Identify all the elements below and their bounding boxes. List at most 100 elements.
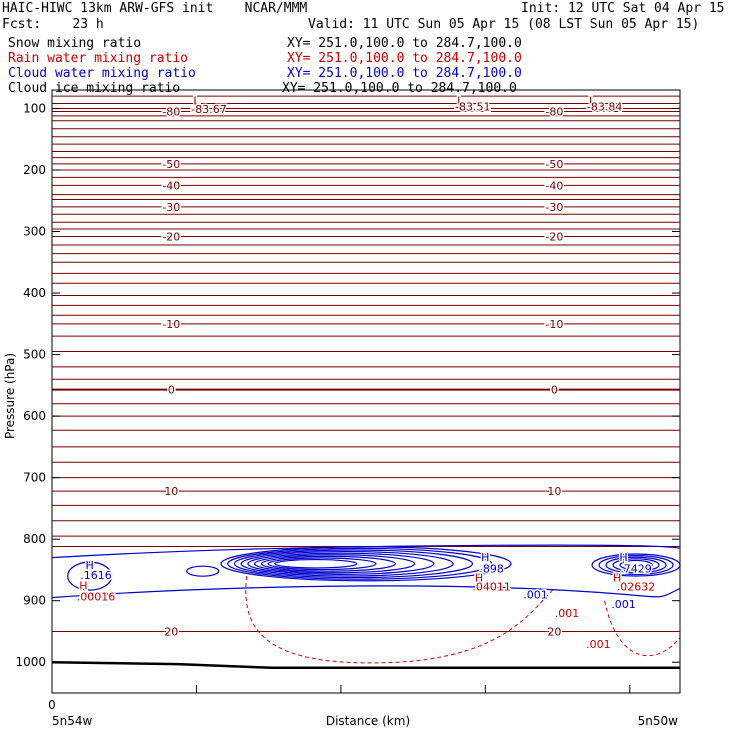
isotherm-label: 20 <box>547 625 561 638</box>
cloud-water-contour <box>260 555 396 572</box>
isotherm-line <box>51 476 681 479</box>
field-rain-name: Rain water mixing ratio <box>8 51 189 66</box>
cloud-water-contour <box>240 550 454 577</box>
isotherm-line <box>51 235 681 238</box>
extremum-label: H <box>79 579 87 592</box>
y-tick-label: 800 <box>23 532 46 546</box>
y-tick-label: 1000 <box>15 655 46 669</box>
terrain-line <box>51 660 680 670</box>
isotherm-line <box>51 304 681 307</box>
isotherm-label: -30 <box>162 201 180 214</box>
extremum-label: L <box>457 94 464 107</box>
y-tick-label: 100 <box>23 101 46 115</box>
isotherm-line <box>51 110 681 113</box>
isotherm-line <box>51 461 681 464</box>
field-ice-xy: XY= 251.0,100.0 to 284.7,100.0 <box>282 81 517 96</box>
isotherm-line <box>51 213 681 216</box>
temperature-contours <box>51 95 681 633</box>
isotherm-line <box>51 378 681 381</box>
extremum-label: .02632 <box>617 581 656 594</box>
isotherm-label: -40 <box>545 179 563 192</box>
cloud-water-contour <box>598 555 674 576</box>
extremum-label: H <box>619 551 627 564</box>
extremum-label: .001 <box>555 607 580 620</box>
isotherm-line <box>51 119 681 122</box>
contour-labels: -80 -80 -50 -50 -40 -40 -30 -30 -20 -20 -10 -10 0 0 10… <box>75 93 657 652</box>
y-tick-label: 700 <box>23 471 46 485</box>
cloud-water-contour <box>612 558 660 572</box>
isotherm-line <box>51 429 681 432</box>
extremum-label: H <box>86 559 94 572</box>
cloud-water-contour <box>605 556 667 574</box>
extremum-label: .001 <box>611 598 636 611</box>
isotherm-label: -20 <box>162 230 180 243</box>
terrain-line <box>51 660 680 670</box>
isotherm-label: -40 <box>162 179 180 192</box>
isotherm-line <box>51 504 681 507</box>
isotherm-line <box>51 322 681 325</box>
isotherm-line <box>51 193 681 196</box>
isotherm-line <box>51 205 681 208</box>
field-cloudwater-xy: XY= 251.0,100.0 to 284.7,100.0 <box>287 66 522 81</box>
extremum-label: L <box>589 94 596 107</box>
isotherm-line <box>51 102 681 105</box>
extremum-label: H <box>475 571 483 584</box>
y-tick-label: 500 <box>23 348 46 362</box>
isotherm-label: -80 <box>545 106 563 119</box>
cloud-water-outer <box>51 544 681 559</box>
isotherm-line <box>51 150 681 153</box>
cloud-water-contour <box>227 547 493 580</box>
isotherm-line <box>51 365 681 368</box>
isotherm-label: -10 <box>162 318 180 331</box>
field-ice-name: Cloud ice mixing ratio <box>8 81 181 96</box>
extremum-label: H <box>613 571 621 584</box>
extremum-label: .001 <box>523 589 548 602</box>
x-tick-label: 0 <box>48 698 56 712</box>
isotherm-line <box>51 388 681 392</box>
isotherm-label: 10 <box>547 485 561 498</box>
extremum-label: .04011 <box>472 581 511 594</box>
chart-title: HAIC-HIWC 13km ARW-GFS init NCAR/MMM <box>2 1 308 16</box>
isotherm-label: 10 <box>164 485 178 498</box>
field-snow-xy: XY= 251.0,100.0 to 284.7,100.0 <box>287 36 522 51</box>
isotherm-line <box>51 107 681 110</box>
y-tick-label: 200 <box>23 163 46 177</box>
extremum-label: -83.84 <box>587 101 622 114</box>
rain-contour <box>604 600 681 657</box>
isotherm-line <box>51 198 681 201</box>
isotherm-line <box>51 335 681 338</box>
cloud-water-contour <box>186 565 220 577</box>
cloud-water-contour <box>254 554 416 574</box>
extremum-label: .1616 <box>80 569 112 582</box>
isotherm-label: -10 <box>545 318 563 331</box>
isotherm-line <box>51 127 681 130</box>
forecast-hour: Fcst: 23 h <box>2 17 104 32</box>
cloud-water-contour <box>619 559 653 571</box>
extremum-label: .898 <box>479 563 504 576</box>
isotherm-line <box>51 272 681 275</box>
isotherm-line <box>51 402 681 405</box>
isotherm-line <box>51 252 681 255</box>
isotherm-line <box>51 114 681 117</box>
isotherm-line <box>51 176 681 179</box>
rain-contour <box>245 576 555 664</box>
x-axis-title: Distance (km) <box>326 714 410 728</box>
isotherm-label: -80 <box>162 106 180 119</box>
isotherm-line <box>51 350 681 353</box>
cloud-water-outer <box>51 585 681 599</box>
extremum-label: .001 <box>586 638 611 651</box>
isotherm-line <box>51 135 681 138</box>
y-tick-label: 900 <box>23 594 46 608</box>
isotherm-line <box>51 156 681 159</box>
isotherm-label: -50 <box>545 158 563 171</box>
cloud-water-contour <box>67 561 113 591</box>
extremum-label: .00016 <box>77 590 116 603</box>
isotherm-line <box>51 184 681 187</box>
y-tick-label: 300 <box>23 225 46 239</box>
isotherm-line <box>51 415 681 418</box>
cloud-water-contour <box>267 557 377 571</box>
cloud-water-contour <box>247 552 435 575</box>
field-cloudwater-name: Cloud water mixing ratio <box>8 66 196 81</box>
